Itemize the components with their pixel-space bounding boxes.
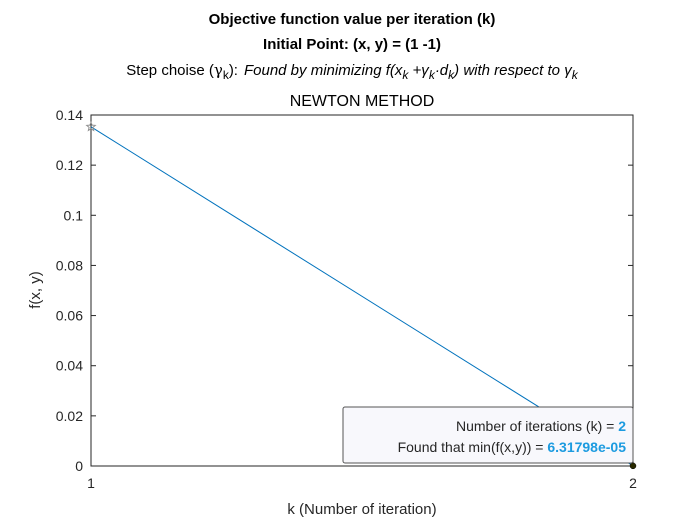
datatip-box <box>342 406 634 464</box>
step-prefix: Step choise ( <box>126 62 214 79</box>
start-point-marker <box>85 120 97 132</box>
y-tick-label: 0.08 <box>56 257 83 273</box>
y-tick-label: 0.06 <box>56 308 83 324</box>
step-close: ): <box>229 62 238 79</box>
figure-title-line1: Objective function value per iteration (… <box>209 11 496 28</box>
datatip-line1-label: Number of iterations (k) = <box>456 418 618 434</box>
y-tick-label: 0.12 <box>56 157 83 173</box>
y-tick-label: 0.14 <box>56 107 83 123</box>
datatip-line1: Number of iterations (k) = 2 <box>456 418 626 434</box>
y-axis-label: f(x, y) <box>27 271 44 309</box>
figure-title-line2: Initial Point: (x, y) = (1 -1) <box>263 36 441 53</box>
step-desc-sub3: k <box>448 68 455 82</box>
y-tick-label: 0 <box>75 458 83 474</box>
step-gamma-sub: k <box>223 68 230 82</box>
y-axis: 0 0.02 0.04 0.06 0.08 0.1 0.12 0.14 <box>56 107 633 474</box>
step-desc-sub1: k <box>402 68 409 82</box>
axes-title: NEWTON METHOD <box>290 93 435 110</box>
step-desc-b: +γ <box>408 62 430 79</box>
step-desc-a: Found by minimizing f(x <box>244 62 403 79</box>
step-desc-d: ) with respect to γ <box>452 62 573 79</box>
datatip-line2: Found that min(f(x,y)) = 6.31798e-05 <box>398 439 627 455</box>
datatip-line2-value: 6.31798e-05 <box>547 439 626 455</box>
step-gamma: γ <box>214 61 223 79</box>
step-desc-sub2: k <box>429 68 436 82</box>
step-description: Step choise (γk): Found by minimizing f(x… <box>126 61 578 82</box>
y-tick-label: 0.04 <box>56 358 83 374</box>
y-tick-label: 0.02 <box>56 408 83 424</box>
step-desc-c: ·d <box>435 62 449 79</box>
x-axis-label: k (Number of iteration) <box>287 501 436 518</box>
step-desc-sub4: k <box>572 68 579 82</box>
y-tick-label: 0.1 <box>64 207 84 223</box>
datatip-line2-label: Found that min(f(x,y)) = <box>398 439 548 455</box>
datatip[interactable]: Number of iterations (k) = 2 Found that … <box>342 406 634 464</box>
end-point-marker[interactable] <box>629 462 637 470</box>
datatip-line1-value: 2 <box>618 418 626 434</box>
x-tick-label: 1 <box>87 475 95 491</box>
x-tick-label: 2 <box>629 475 637 491</box>
